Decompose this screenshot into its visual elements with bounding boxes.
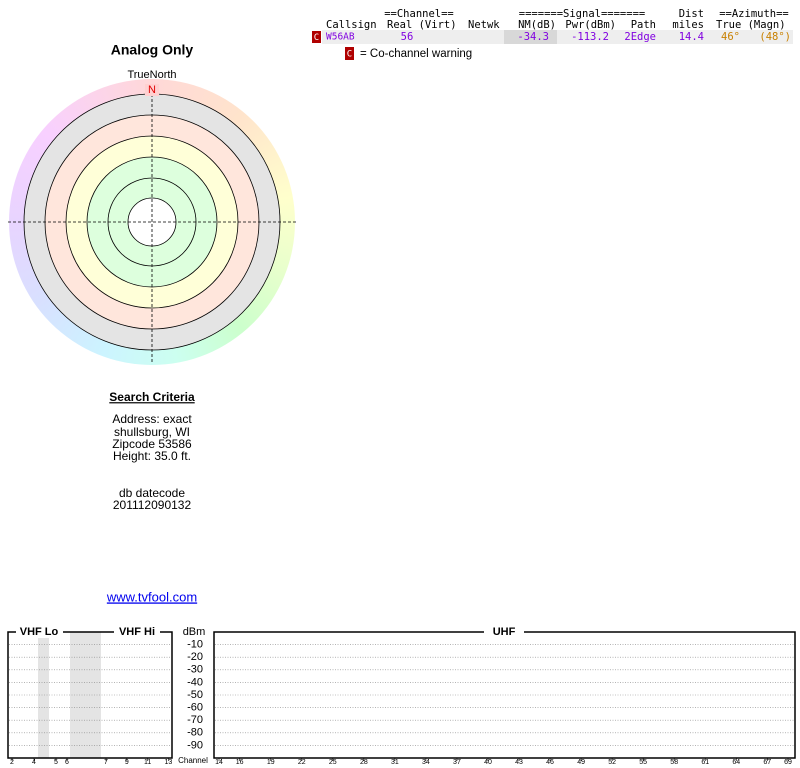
x-tick-label: 25	[329, 759, 337, 766]
x-tick-label: 37	[453, 759, 461, 766]
north-label: N	[148, 84, 156, 96]
x-tick-label: 13	[165, 759, 173, 766]
legend-text: = Co-channel warning	[360, 48, 472, 60]
y-tick-label: -40	[187, 676, 203, 688]
search-line: shullsburg, WI	[114, 425, 190, 439]
unit-label: dBm	[183, 626, 206, 638]
x-tick-label: 52	[608, 759, 616, 766]
channel: 56	[401, 31, 414, 43]
y-tick-label: -70	[187, 714, 203, 726]
vhf-frame	[7, 631, 173, 759]
column-header: NM(dB)	[518, 19, 556, 31]
y-tick-label: -50	[187, 689, 203, 701]
x-tick-label: 11	[144, 759, 151, 766]
y-tick-label: -60	[187, 702, 203, 714]
nm: -34.3	[517, 31, 549, 43]
dist: 14.4	[679, 31, 704, 43]
x-tick-label: 6	[65, 759, 69, 766]
search-line: Zipcode 53586	[112, 437, 192, 451]
search-title: Search Criteria	[109, 390, 195, 404]
x-tick-label: 64	[732, 759, 740, 766]
x-tick-label: 9	[125, 759, 129, 766]
datecode: 201112090132	[113, 498, 192, 512]
callsign: W56AB	[326, 32, 355, 43]
x-tick-label: 22	[298, 759, 306, 766]
flag-badge	[345, 47, 354, 60]
y-tick-label: -30	[187, 664, 203, 676]
column-header: Pwr(dBm)	[565, 19, 616, 31]
y-tick-label: -20	[187, 651, 203, 663]
azimuth-true: 46°	[721, 31, 740, 43]
x-tick-label: 2	[10, 759, 14, 766]
x-tick-label: 19	[267, 759, 275, 766]
group-header: Dist	[679, 8, 704, 20]
x-tick-label: 14	[215, 759, 223, 766]
band-title: VHF Hi	[119, 626, 155, 638]
site-link[interactable]: www.tvfool.com	[106, 589, 197, 604]
band-title: VHF Lo	[20, 626, 59, 638]
row-bg	[322, 30, 793, 44]
pwr: -113.2	[571, 31, 609, 43]
column-header: Callsign	[326, 19, 377, 31]
x-tick-label: 46	[546, 759, 554, 766]
band-shade	[70, 632, 101, 758]
search-line: Height: 35.0 ft.	[113, 449, 191, 463]
x-tick-label: 49	[577, 759, 585, 766]
title-bg	[114, 626, 160, 638]
flag-badge	[312, 31, 321, 43]
x-tick-label: 28	[360, 759, 368, 766]
x-tick-label: 40	[484, 759, 492, 766]
datecode-label: db datecode	[119, 486, 185, 500]
search-line: Address: exact	[112, 412, 192, 426]
column-header: miles	[672, 19, 704, 31]
x-tick-label: 31	[391, 759, 399, 766]
x-tick-label: 43	[515, 759, 523, 766]
cell-bg	[504, 30, 557, 44]
x-tick-label: 58	[670, 759, 678, 766]
y-tick-label: -90	[187, 739, 203, 751]
title-bg	[16, 626, 63, 638]
flag: C	[314, 33, 319, 43]
column-header: True (Magn)	[716, 19, 786, 31]
x-tick-label: 67	[763, 759, 771, 766]
azimuth-magn: (48°)	[759, 31, 791, 43]
column-header: Path	[631, 19, 656, 31]
path: 2Edge	[624, 31, 656, 43]
x-tick-label: 61	[701, 759, 709, 766]
column-header: Real (Virt)	[387, 19, 457, 31]
y-tick-label: -80	[187, 727, 203, 739]
column-header: Netwk	[468, 19, 500, 31]
x-tick-label: 5	[54, 759, 58, 766]
x-tick-label: 7	[104, 759, 108, 766]
title-bg	[484, 626, 524, 638]
x-label: Channel	[178, 756, 208, 765]
x-tick-label: 55	[639, 759, 647, 766]
group-header: ==Azimuth==	[719, 8, 789, 20]
legend-flag: C	[347, 50, 352, 60]
title: Analog Only	[111, 42, 194, 58]
x-tick-label: 16	[236, 759, 244, 766]
north-bg	[145, 84, 159, 96]
x-tick-label: 34	[422, 759, 430, 766]
true-north-label: TrueNorth	[127, 69, 176, 81]
band-shade	[38, 632, 49, 758]
group-header: =======Signal=======	[519, 8, 645, 20]
x-tick-label: 4	[32, 759, 36, 766]
x-tick-label: 69	[784, 759, 792, 766]
group-header: ==Channel==	[384, 8, 454, 20]
band-title: UHF	[493, 626, 516, 638]
y-tick-label: -10	[187, 639, 203, 651]
